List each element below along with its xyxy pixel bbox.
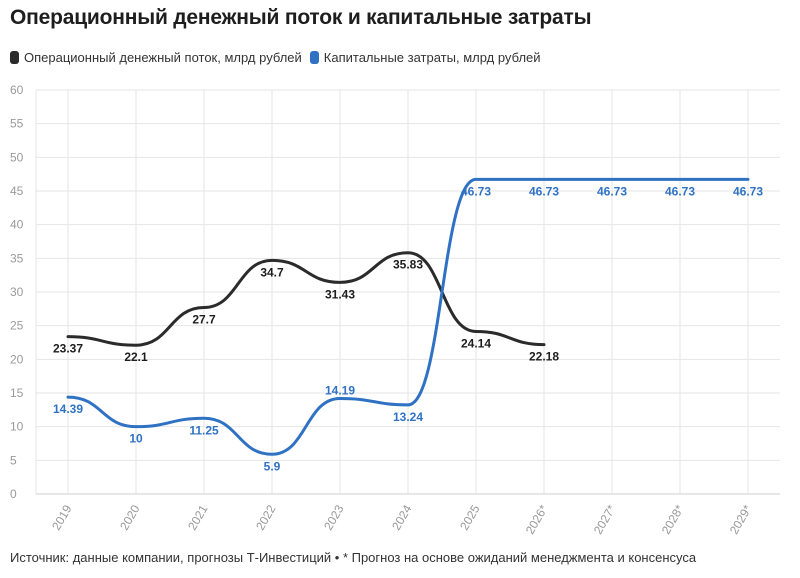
- data-label: 14.39: [53, 402, 83, 416]
- y-tick-label: 45: [10, 184, 24, 198]
- data-label: 27.7: [192, 312, 216, 326]
- x-tick-label: 2026*: [523, 502, 551, 536]
- y-tick-label: 5: [10, 453, 17, 467]
- y-tick-label: 15: [10, 386, 24, 400]
- x-tick-label: 2022: [253, 502, 279, 532]
- data-label: 34.7: [260, 265, 284, 279]
- y-tick-label: 50: [10, 150, 24, 164]
- data-label: 5.9: [264, 459, 281, 473]
- data-label: 46.73: [529, 184, 559, 198]
- series-line-ocf: [66, 251, 546, 347]
- data-label: 22.18: [529, 350, 559, 364]
- y-tick-label: 25: [10, 319, 24, 333]
- x-tick-label: 2024: [389, 502, 415, 532]
- y-tick-label: 30: [10, 285, 24, 299]
- data-label: 14.19: [325, 383, 355, 397]
- source-note: Источник: данные компании, прогнозы Т-Ин…: [10, 550, 697, 565]
- y-tick-label: 20: [10, 352, 24, 366]
- data-label: 35.83: [393, 258, 423, 272]
- y-tick-label: 0: [10, 487, 17, 501]
- series-line-capex: [66, 177, 750, 456]
- x-tick-label: 2021: [185, 502, 211, 532]
- data-label: 46.73: [733, 184, 763, 198]
- chart-title: Операционный денежный поток и капитальны…: [10, 6, 592, 29]
- data-label: 46.73: [597, 184, 627, 198]
- data-label: 24.14: [461, 336, 491, 350]
- x-tick-label: 2020: [117, 502, 143, 532]
- x-tick-label: 2025: [457, 502, 483, 532]
- data-label: 31.43: [325, 287, 355, 301]
- x-tick-label: 2027*: [591, 502, 619, 536]
- x-tick-label: 2029*: [727, 502, 755, 536]
- y-tick-label: 55: [10, 117, 24, 131]
- data-label: 46.73: [665, 184, 695, 198]
- x-tick-label: 2028*: [659, 502, 687, 536]
- data-label: 46.73: [461, 184, 491, 198]
- legend-item-capex[interactable]: Капитальные затраты, млрд рублей: [309, 50, 541, 65]
- y-tick-label: 40: [10, 218, 24, 232]
- data-label: 11.25: [189, 423, 219, 437]
- data-label: 23.37: [53, 342, 83, 356]
- y-tick-label: 60: [10, 83, 24, 97]
- legend-item-ocf[interactable]: Операционный денежный поток, млрд рублей: [10, 50, 302, 65]
- y-tick-label: 10: [10, 420, 24, 434]
- x-tick-label: 2023: [321, 502, 347, 532]
- legend-label-ocf: Операционный денежный поток, млрд рублей: [24, 50, 302, 65]
- x-tick-label: 2019: [49, 502, 75, 532]
- legend-swatch-capex: [309, 51, 319, 64]
- legend-label-capex: Капитальные затраты, млрд рублей: [323, 50, 541, 65]
- data-label: 22.1: [124, 350, 148, 364]
- chart-legend: Операционный денежный поток, млрд рублей…: [10, 50, 549, 65]
- data-label: 13.24: [393, 410, 423, 424]
- data-label: 10: [129, 432, 143, 446]
- y-tick-label: 35: [10, 251, 24, 265]
- legend-swatch-ocf: [10, 51, 19, 64]
